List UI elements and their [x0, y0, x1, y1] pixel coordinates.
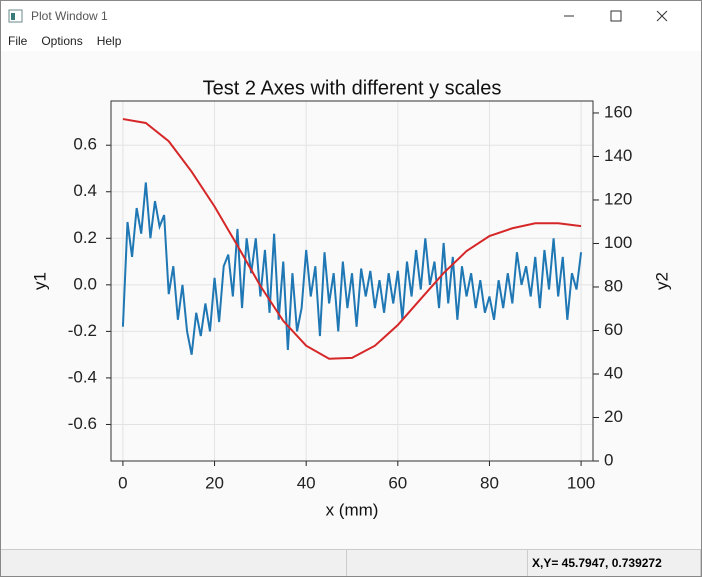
line-series	[122, 118, 582, 360]
y2-tick-label: 140	[604, 146, 632, 165]
x-tick-label: 60	[388, 473, 407, 492]
y2-tick-label: 0	[604, 450, 613, 469]
y-axis-label: y1	[30, 272, 49, 290]
y2-tick-label: 120	[604, 189, 632, 208]
x-tick-label: 100	[567, 473, 595, 492]
y-tick-label: -0.4	[68, 367, 97, 386]
y-tick-label: 0.4	[73, 181, 97, 200]
menu-item[interactable]: File	[8, 34, 28, 48]
line-series	[121, 182, 583, 355]
title-bar: Plot Window 1	[1, 1, 701, 31]
y2-tick-label: 20	[604, 407, 623, 426]
y2-tick-label: 80	[604, 276, 623, 295]
status-section	[1, 550, 347, 576]
y2-tick-label: 60	[604, 320, 623, 339]
x-tick-label: 40	[297, 473, 316, 492]
y2-tick-label: 160	[604, 102, 632, 121]
y-tick-label: 0.0	[73, 274, 97, 293]
x-tick-label: 80	[480, 473, 499, 492]
menu-item[interactable]: Options	[41, 34, 83, 48]
x-tick-label: 20	[205, 473, 224, 492]
status-section	[347, 550, 528, 576]
close-button[interactable]	[656, 10, 668, 22]
status-bar: X,Y= 45.7947, 0.739272	[1, 549, 701, 576]
y-tick-label: 0.6	[73, 135, 97, 154]
plot-frame	[110, 100, 594, 462]
y2-axis-label: y2	[652, 272, 671, 290]
menu-item[interactable]: Help	[96, 34, 122, 48]
app-icon	[8, 9, 23, 23]
window-controls[interactable]	[561, 1, 701, 31]
menu-bar: File Options Help	[1, 31, 701, 51]
y-tick-label: -0.2	[68, 321, 97, 340]
chart: 0 20 40 60 80 100 -0.6 -0.4 -0.2 0.0 0.2 0.4 0.6 0 20 4…	[1, 51, 701, 551]
y-tick-label: 0.2	[73, 228, 97, 247]
maximize-button[interactable]	[610, 10, 622, 22]
window-title: Plot Window 1	[31, 9, 108, 23]
y2-tick-label: 100	[604, 233, 632, 252]
y-tick-label: -0.6	[68, 414, 97, 433]
x-tick-label: 0	[118, 473, 127, 492]
cursor-position: X,Y= 45.7947, 0.739272	[528, 550, 701, 576]
chart-title: Test 2 Axes with different y scales	[203, 77, 502, 99]
x-axis-label: x (mm)	[326, 500, 379, 519]
y2-tick-label: 40	[604, 363, 623, 382]
